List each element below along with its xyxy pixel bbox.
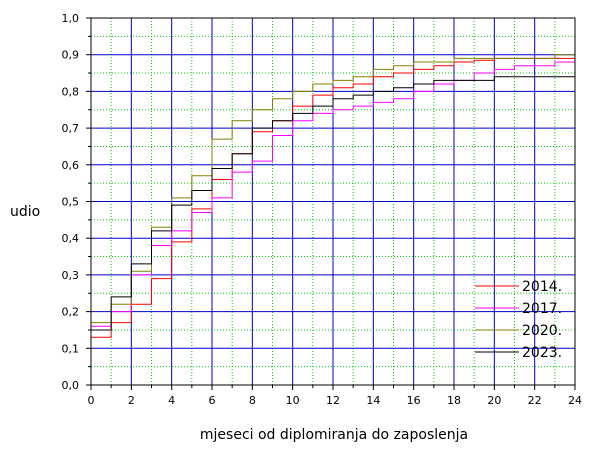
y-tick-label: 0,7 bbox=[62, 122, 80, 135]
y-tick-label: 0,0 bbox=[62, 379, 80, 392]
x-tick-label: 24 bbox=[568, 394, 582, 407]
y-tick-label: 0,6 bbox=[62, 159, 80, 172]
x-tick-label: 22 bbox=[528, 394, 542, 407]
y-tick-label: 0,9 bbox=[62, 49, 80, 62]
series-layer bbox=[91, 54, 576, 338]
legend: 2014. 2017. 2020. 2023. bbox=[475, 279, 562, 361]
x-tick-label: 0 bbox=[88, 394, 95, 407]
x-tick-label: 18 bbox=[447, 394, 461, 407]
y-tick-label: 0,5 bbox=[62, 196, 80, 209]
x-tick-label: 4 bbox=[168, 394, 175, 407]
x-tick-label: 8 bbox=[249, 394, 256, 407]
legend-label: 2017. bbox=[522, 301, 562, 317]
legend-label: 2023. bbox=[522, 345, 562, 361]
y-tick-label: 0,3 bbox=[62, 269, 80, 282]
x-tick-label: 6 bbox=[209, 394, 216, 407]
x-axis-title: mjeseci od diplomiranja do zaposlenja bbox=[200, 427, 468, 443]
x-tick-label: 2 bbox=[128, 394, 135, 407]
x-tick-label: 16 bbox=[407, 394, 421, 407]
y-axis-title: udio bbox=[10, 204, 40, 220]
y-tick-label: 1,0 bbox=[62, 12, 80, 25]
series-line-2023 bbox=[91, 76, 575, 331]
x-tick-label: 20 bbox=[487, 394, 501, 407]
series-line-2014 bbox=[91, 56, 576, 338]
legend-label: 2020. bbox=[522, 323, 562, 339]
y-tick-label: 0,2 bbox=[62, 306, 80, 319]
x-tick-label: 10 bbox=[286, 394, 300, 407]
axis-ticks bbox=[86, 17, 576, 390]
series-line-2017 bbox=[91, 61, 575, 327]
x-tick-label: 14 bbox=[366, 394, 380, 407]
y-tick-labels: 0,0 0,1 0,2 0,3 0,4 0,5 0,6 0,7 0,8 0,9 1,0 bbox=[62, 12, 80, 392]
legend-label: 2014. bbox=[522, 279, 562, 295]
y-tick-label: 0,1 bbox=[62, 342, 80, 355]
x-tick-labels: 0 2 4 6 8 10 12 14 16 18 20 22 24 bbox=[88, 394, 583, 407]
y-tick-label: 0,8 bbox=[62, 85, 80, 98]
y-tick-label: 0,4 bbox=[62, 232, 80, 245]
x-tick-label: 12 bbox=[326, 394, 340, 407]
